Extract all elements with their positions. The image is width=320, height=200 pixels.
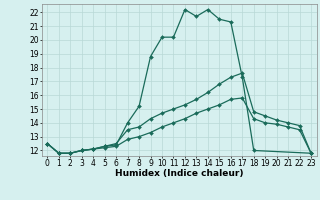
X-axis label: Humidex (Indice chaleur): Humidex (Indice chaleur) bbox=[115, 169, 244, 178]
